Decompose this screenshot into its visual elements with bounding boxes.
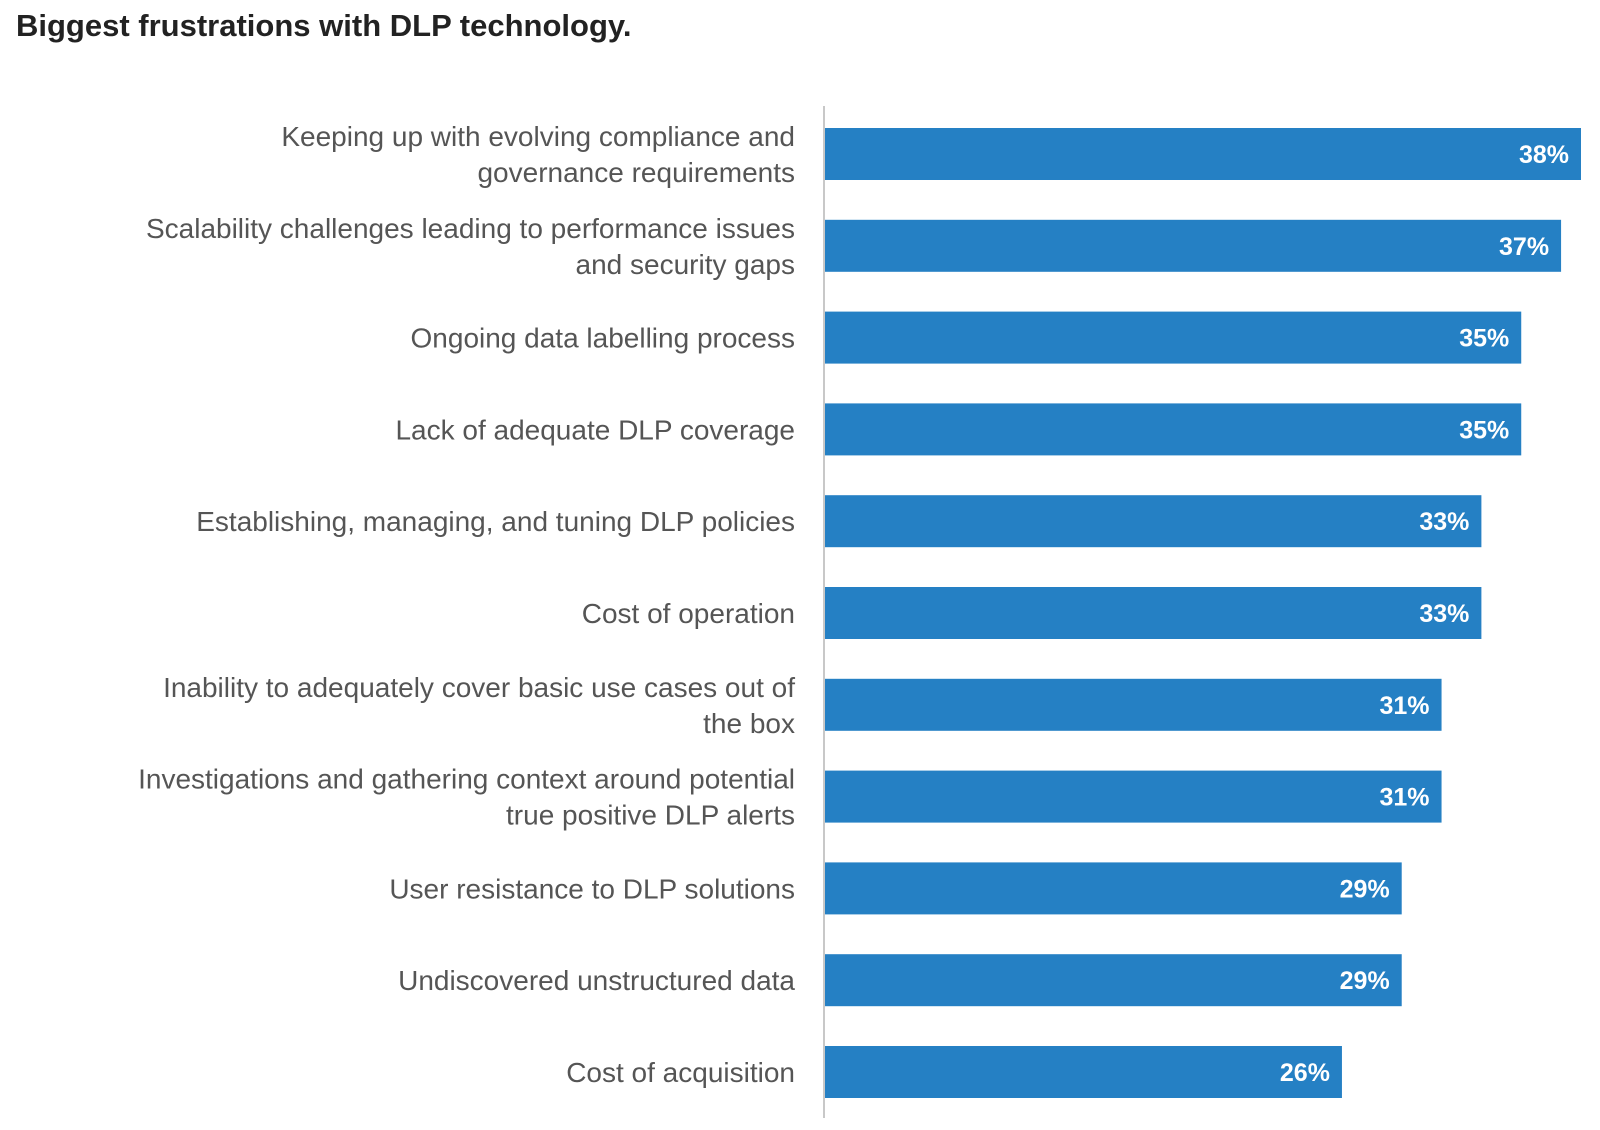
bar bbox=[824, 128, 1581, 180]
bar-row: 29% User resistance to DLP solutions bbox=[389, 862, 1402, 915]
bar bbox=[824, 219, 1562, 272]
data-label: 35% bbox=[1459, 416, 1509, 444]
data-label: 31% bbox=[1380, 784, 1430, 812]
bar bbox=[824, 1046, 1342, 1098]
data-label: 38% bbox=[1519, 141, 1569, 169]
category-label: Keeping up with evolving compliance and bbox=[281, 121, 795, 152]
category-label: Cost of acquisition bbox=[566, 1057, 795, 1088]
bar bbox=[824, 770, 1442, 823]
bar bbox=[824, 403, 1522, 456]
category-label: Lack of adequate DLP coverage bbox=[395, 414, 795, 445]
data-label: 31% bbox=[1380, 692, 1430, 720]
category-label: true positive DLP alerts bbox=[506, 800, 795, 831]
data-label: 37% bbox=[1499, 233, 1549, 261]
bar bbox=[824, 495, 1482, 548]
data-label: 33% bbox=[1419, 508, 1469, 536]
bar-row: 31% Inability to adequately cover basic u… bbox=[163, 672, 1442, 739]
bar-row: 31% Investigations and gathering context … bbox=[138, 764, 1442, 831]
bar-row: 37% Scalability challenges leading to per… bbox=[146, 213, 1562, 280]
category-label: Inability to adequately cover basic use … bbox=[163, 672, 795, 703]
data-label: 29% bbox=[1340, 967, 1390, 995]
category-label: and security gaps bbox=[576, 249, 795, 280]
data-label: 26% bbox=[1280, 1059, 1330, 1087]
data-label: 35% bbox=[1459, 325, 1509, 353]
bars-layer: 38% Keeping up with evolving compliance a… bbox=[138, 121, 1581, 1098]
category-label: the box bbox=[703, 708, 795, 739]
bar bbox=[824, 311, 1522, 364]
category-label: User resistance to DLP solutions bbox=[389, 873, 795, 904]
category-label: Undiscovered unstructured data bbox=[398, 965, 795, 996]
category-label: Scalability challenges leading to perfor… bbox=[146, 213, 795, 244]
category-label: Establishing, managing, and tuning DLP p… bbox=[196, 506, 795, 537]
bar-row: 35% Lack of adequate DLP coverage bbox=[395, 403, 1522, 456]
bar bbox=[824, 862, 1402, 915]
category-label: Ongoing data labelling process bbox=[411, 323, 795, 354]
chart-title: Biggest frustrations with DLP technology… bbox=[16, 8, 632, 43]
bar bbox=[824, 954, 1402, 1007]
category-label: Investigations and gathering context aro… bbox=[138, 764, 795, 795]
bar bbox=[824, 587, 1482, 639]
bar bbox=[824, 678, 1442, 731]
bar-row: 35% Ongoing data labelling process bbox=[411, 311, 1522, 364]
bar-row: 38% Keeping up with evolving compliance a… bbox=[281, 121, 1581, 188]
category-label: Cost of operation bbox=[582, 598, 795, 629]
bar-row: 26% Cost of acquisition bbox=[566, 1046, 1342, 1098]
category-label: governance requirements bbox=[477, 157, 795, 188]
bar-row: 33% Cost of operation bbox=[582, 587, 1482, 639]
data-label: 33% bbox=[1419, 600, 1469, 628]
bar-row: 33% Establishing, managing, and tuning DL… bbox=[196, 495, 1482, 548]
bar-row: 29% Undiscovered unstructured data bbox=[398, 954, 1402, 1007]
data-label: 29% bbox=[1340, 875, 1390, 903]
